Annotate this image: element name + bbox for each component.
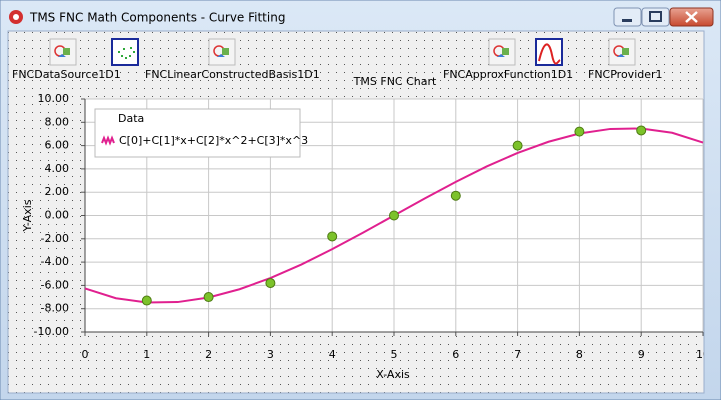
icon-glyph [121, 55, 123, 57]
icon-glyph [617, 54, 625, 57]
x-tick-label: 10 [696, 348, 710, 361]
minimize-button[interactable] [613, 7, 642, 27]
data-point [389, 210, 399, 221]
maximize-glyph [649, 11, 662, 22]
components: FNCDataSource1D1 FNCLinearConstructedBasi… [12, 38, 663, 81]
y-axis-label: Y-Axis [21, 199, 34, 232]
y-tick-label: -6.00 [41, 278, 69, 291]
legend-title: Data [118, 112, 144, 125]
data-point [512, 140, 523, 151]
maximize-button[interactable] [641, 7, 670, 27]
y-tick-label: -8.00 [41, 302, 69, 315]
icon-glyph [217, 54, 225, 57]
y-tick-label: 0.00 [45, 209, 70, 222]
y-tick-label: 6.00 [45, 139, 70, 152]
x-tick-label: 4 [329, 348, 336, 361]
data-point [265, 278, 276, 289]
icon-glyph [497, 54, 505, 57]
x-tick-label: 1 [143, 348, 150, 361]
chart: TMS FNC Chart 10.00 8.00 6.00 4.00 2.00 0.00 -2… [21, 75, 710, 381]
x-tick-label: 0 [82, 348, 89, 361]
icon-glyph [58, 54, 66, 57]
component-icon [535, 38, 563, 66]
y-tick-label: -4.00 [41, 255, 69, 268]
icon-glyph [129, 55, 131, 57]
component-label: FNCDataSource1D1 [12, 68, 121, 81]
minimize-glyph [622, 19, 632, 22]
x-tick-label: 8 [576, 348, 583, 361]
x-tick-label: 6 [452, 348, 459, 361]
icon-glyph [118, 51, 120, 53]
y-tick-label: 2.00 [45, 185, 70, 198]
icon-glyph [123, 48, 125, 50]
chart-title: TMS FNC Chart [353, 75, 437, 88]
x-tick-label: 7 [514, 348, 521, 361]
legend-box [94, 108, 301, 158]
app-icon-dot [13, 14, 19, 20]
component-label: FNCProvider1 [588, 68, 663, 81]
x-axis-label: X-Axis [376, 368, 410, 381]
y-tick-label: 10.00 [38, 92, 70, 105]
x-tick-label: 2 [205, 348, 212, 361]
close-glyph [685, 11, 698, 23]
icon-glyph [538, 43, 561, 65]
y-tick-label: -10.00 [34, 325, 69, 338]
icon-glyph [63, 48, 70, 55]
legend-entry: C[0]+C[1]*x+C[2]*x^2+C[3]*x^3 [119, 134, 308, 147]
component-label: FNCApproxFunction1D1 [443, 68, 573, 81]
data-point [327, 231, 338, 242]
x-tick-label: 9 [638, 348, 645, 361]
data-point [450, 190, 461, 201]
icon-glyph [130, 47, 132, 49]
data-point [141, 295, 152, 306]
window-title: TMS FNC Math Components - Curve Fitting [29, 11, 285, 25]
icon-glyph [502, 48, 509, 55]
x-tick-label: 5 [391, 348, 398, 361]
data-point [574, 126, 585, 137]
icon-glyph [622, 48, 629, 55]
legend-swatch [101, 135, 115, 146]
data-point [636, 125, 647, 136]
icon-glyph [222, 48, 229, 55]
x-tick-label: 3 [267, 348, 274, 361]
y-tick-label: 4.00 [45, 162, 70, 175]
component-label: FNCLinearConstructedBasis1D1 [145, 68, 320, 81]
icon-glyph [133, 51, 135, 53]
data-point [203, 292, 214, 303]
y-tick-label: -2.00 [41, 232, 69, 245]
icon-glyph [125, 57, 127, 59]
y-tick-label: 8.00 [45, 115, 70, 128]
